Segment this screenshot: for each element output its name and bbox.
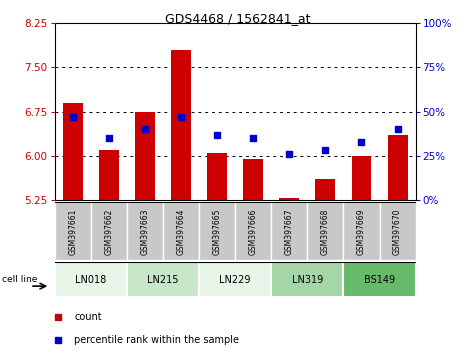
Bar: [171, 50, 191, 200]
Text: LN018: LN018: [75, 275, 106, 285]
Bar: [199, 202, 235, 260]
Text: BS149: BS149: [364, 275, 395, 285]
Text: GSM397669: GSM397669: [357, 209, 366, 255]
Text: percentile rank within the sample: percentile rank within the sample: [75, 335, 239, 346]
Text: GSM397662: GSM397662: [104, 209, 113, 255]
Bar: [271, 202, 307, 260]
Bar: [307, 202, 343, 260]
Bar: [163, 202, 199, 260]
Bar: [380, 202, 416, 260]
Text: GSM397665: GSM397665: [213, 209, 221, 255]
Bar: [207, 153, 227, 200]
Bar: [55, 262, 127, 297]
Bar: [388, 135, 408, 200]
Text: GSM397666: GSM397666: [249, 209, 257, 255]
Text: GSM397661: GSM397661: [68, 209, 77, 255]
Bar: [199, 262, 271, 297]
Bar: [63, 103, 83, 200]
Bar: [243, 159, 263, 200]
Bar: [271, 262, 343, 297]
Text: GSM397667: GSM397667: [285, 209, 294, 255]
Bar: [91, 202, 127, 260]
Text: GDS4468 / 1562841_at: GDS4468 / 1562841_at: [165, 12, 310, 25]
Text: LN229: LN229: [219, 275, 251, 285]
Text: LN319: LN319: [292, 275, 323, 285]
Text: GSM397663: GSM397663: [141, 209, 149, 255]
Bar: [135, 112, 155, 200]
Bar: [279, 198, 299, 200]
Text: cell line: cell line: [2, 275, 38, 284]
Text: GSM397664: GSM397664: [177, 209, 185, 255]
Text: GSM397670: GSM397670: [393, 209, 402, 255]
Text: count: count: [75, 312, 102, 322]
Bar: [99, 150, 119, 200]
Bar: [343, 262, 416, 297]
Bar: [55, 202, 91, 260]
Bar: [352, 156, 371, 200]
Bar: [343, 202, 380, 260]
Bar: [235, 202, 271, 260]
Bar: [127, 202, 163, 260]
Text: LN215: LN215: [147, 275, 179, 285]
Bar: [315, 179, 335, 200]
Bar: [127, 262, 199, 297]
Text: GSM397668: GSM397668: [321, 209, 330, 255]
